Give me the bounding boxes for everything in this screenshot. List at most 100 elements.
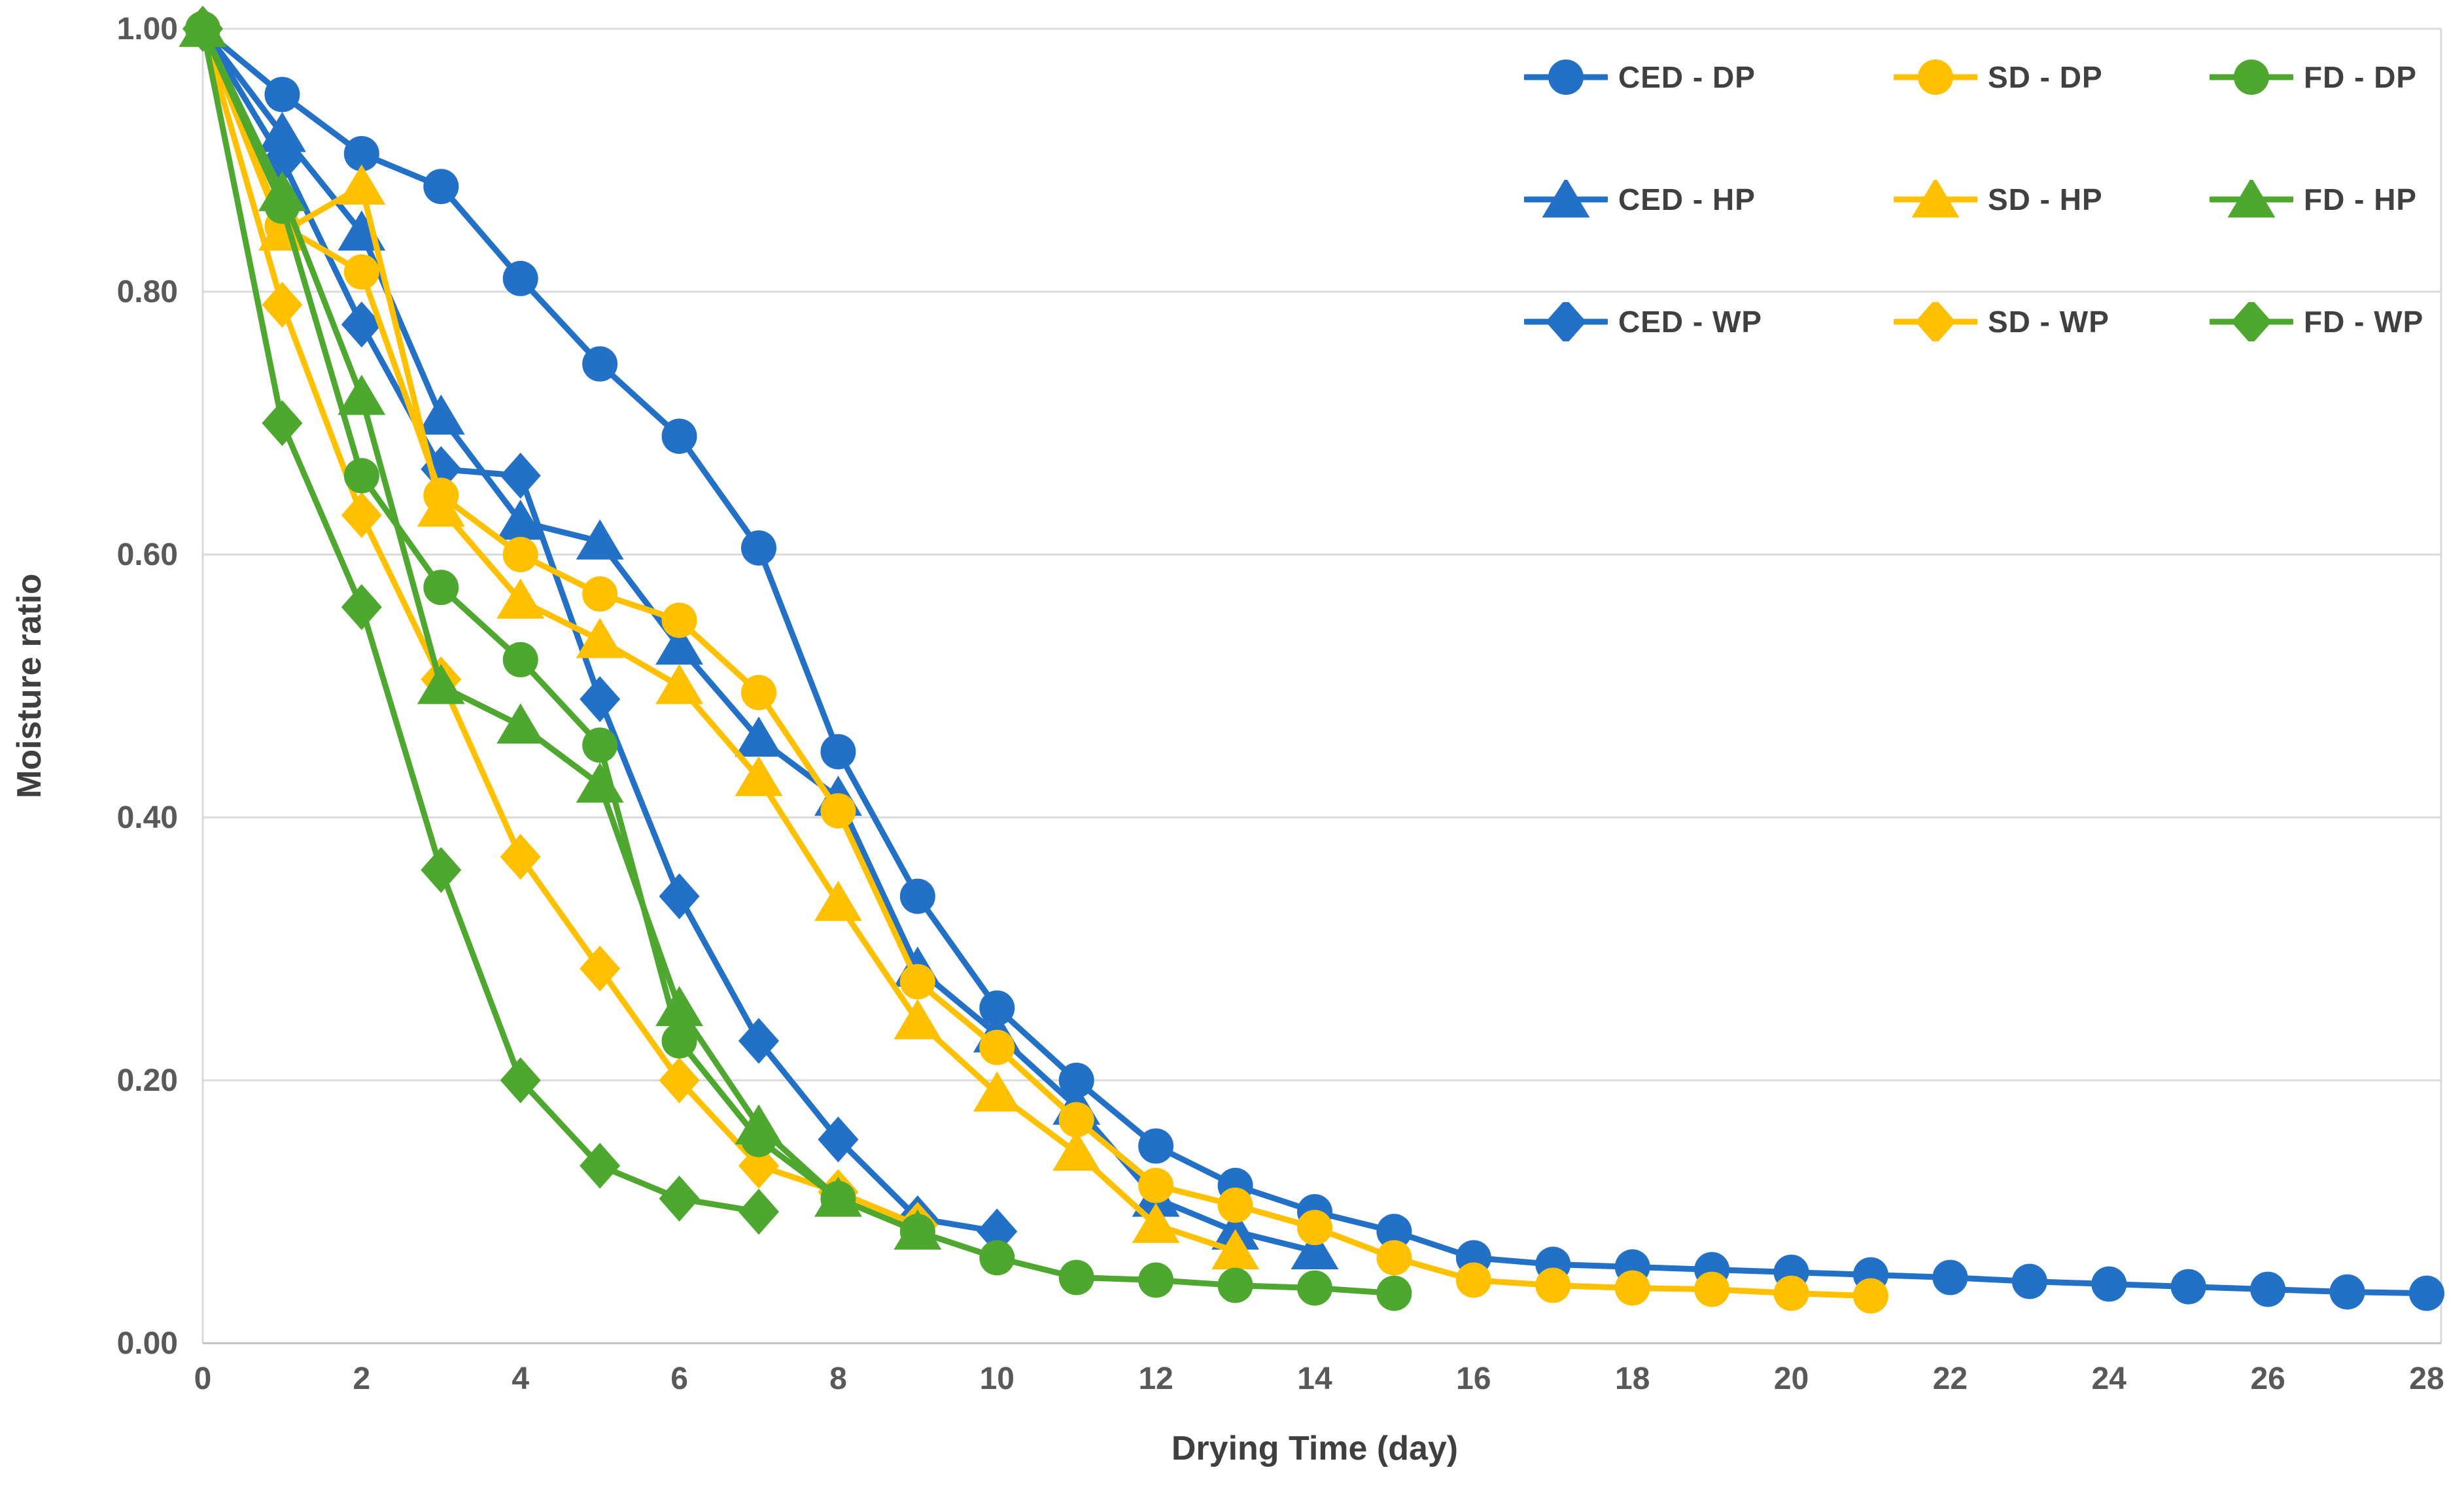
data-point-marker xyxy=(1138,1167,1174,1203)
data-point-marker xyxy=(1138,1262,1174,1298)
y-tick-label: 0.00 xyxy=(117,1326,178,1361)
data-point-marker xyxy=(502,642,538,677)
x-tick-label: 2 xyxy=(353,1362,371,1396)
data-point-marker xyxy=(576,763,624,803)
data-point-marker xyxy=(423,169,459,205)
series-line xyxy=(200,26,921,1228)
x-tick-label: 16 xyxy=(1456,1362,1491,1396)
data-point-marker xyxy=(341,301,382,348)
data-point-marker xyxy=(820,734,856,770)
data-point-marker xyxy=(338,164,386,205)
data-point-marker xyxy=(1217,1187,1253,1223)
y-tick-label: 0.40 xyxy=(117,800,178,835)
data-point-marker xyxy=(1773,1275,1809,1311)
series-SD-HP xyxy=(179,7,1260,1269)
data-point-marker xyxy=(2329,1274,2365,1310)
data-point-marker xyxy=(661,602,697,638)
series-line xyxy=(200,26,921,1235)
data-point-marker xyxy=(258,171,306,211)
data-point-marker xyxy=(502,260,538,296)
x-tick-label: 22 xyxy=(1933,1362,1968,1396)
data-point-marker xyxy=(2011,1263,2047,1299)
series-SD-WP xyxy=(182,5,938,1248)
data-point-marker xyxy=(894,999,942,1040)
x-tick-label: 14 xyxy=(1297,1362,1332,1396)
data-point-marker xyxy=(1297,1270,1332,1306)
data-point-marker xyxy=(659,1175,700,1222)
data-point-marker xyxy=(2250,1271,2286,1307)
data-point-marker xyxy=(1058,1260,1094,1295)
data-point-marker xyxy=(341,492,382,538)
data-point-marker xyxy=(1376,1275,1412,1311)
data-point-marker xyxy=(1853,1278,1888,1314)
data-point-marker xyxy=(735,716,783,757)
data-point-marker xyxy=(2091,1266,2127,1302)
x-tick-label: 20 xyxy=(1774,1362,1809,1396)
data-point-marker xyxy=(417,394,465,435)
data-point-marker xyxy=(1052,1130,1101,1171)
data-point-marker xyxy=(500,453,541,499)
data-point-marker xyxy=(417,664,465,704)
y-tick-label: 0.20 xyxy=(117,1063,178,1098)
data-point-marker xyxy=(1211,1229,1260,1269)
data-point-marker xyxy=(496,500,545,540)
data-point-marker xyxy=(582,727,618,763)
x-tick-labels: 0 2 4 6 8 10 12 14 16 18 20 22 24 26 28 xyxy=(194,1362,2444,1396)
data-point-marker xyxy=(1376,1240,1412,1276)
data-point-marker xyxy=(502,537,538,572)
data-point-marker xyxy=(264,77,300,112)
data-point-marker xyxy=(741,675,776,711)
y-tick-label: 0.80 xyxy=(117,275,178,309)
data-point-marker xyxy=(1297,1210,1332,1246)
data-point-marker xyxy=(818,1116,859,1163)
data-point-marker xyxy=(655,664,704,704)
data-point-marker xyxy=(655,624,704,665)
data-point-marker xyxy=(423,570,459,606)
data-point-marker xyxy=(1932,1260,1968,1295)
data-point-marker xyxy=(1614,1270,1650,1306)
data-point-marker xyxy=(1291,1229,1339,1269)
data-point-marker xyxy=(1376,1214,1412,1250)
series-line xyxy=(200,26,1874,1299)
data-point-marker xyxy=(735,755,783,797)
data-point-marker xyxy=(496,578,545,619)
data-point-marker xyxy=(814,880,862,921)
data-point-marker xyxy=(262,400,303,447)
x-tick-label: 10 xyxy=(980,1362,1015,1396)
y-axis-title: Moisture ratio xyxy=(10,574,48,798)
x-tick-label: 12 xyxy=(1138,1362,1173,1396)
data-point-marker xyxy=(262,282,303,328)
data-point-marker xyxy=(343,458,379,494)
data-point-marker xyxy=(659,1057,700,1104)
data-point-marker xyxy=(500,1057,541,1104)
data-point-marker xyxy=(899,878,935,914)
x-axis-title: Drying Time (day) xyxy=(1171,1430,1458,1467)
data-point-marker xyxy=(661,419,697,454)
data-point-marker xyxy=(741,530,776,566)
data-point-marker xyxy=(1132,1203,1180,1243)
data-point-marker xyxy=(814,1176,862,1217)
data-point-marker xyxy=(582,576,618,612)
data-point-marker xyxy=(2409,1275,2444,1311)
data-point-marker xyxy=(343,135,379,171)
y-tick-label: 0.60 xyxy=(117,538,178,572)
data-point-marker xyxy=(1138,1128,1174,1164)
data-point-marker xyxy=(1694,1271,1730,1307)
data-point-marker xyxy=(580,676,621,723)
series-line xyxy=(200,26,1239,1254)
data-point-marker xyxy=(341,584,382,630)
x-tick-label: 4 xyxy=(512,1362,529,1396)
data-point-marker xyxy=(1058,1063,1094,1098)
data-point-marker xyxy=(500,834,541,880)
x-tick-label: 0 xyxy=(194,1362,212,1396)
data-point-marker xyxy=(735,1104,783,1145)
data-point-marker xyxy=(1535,1267,1571,1303)
data-point-marker xyxy=(580,1142,621,1189)
x-tick-label: 6 xyxy=(670,1362,688,1396)
data-point-marker xyxy=(1058,1102,1094,1138)
data-point-marker xyxy=(580,946,621,992)
data-point-marker xyxy=(738,1142,780,1189)
